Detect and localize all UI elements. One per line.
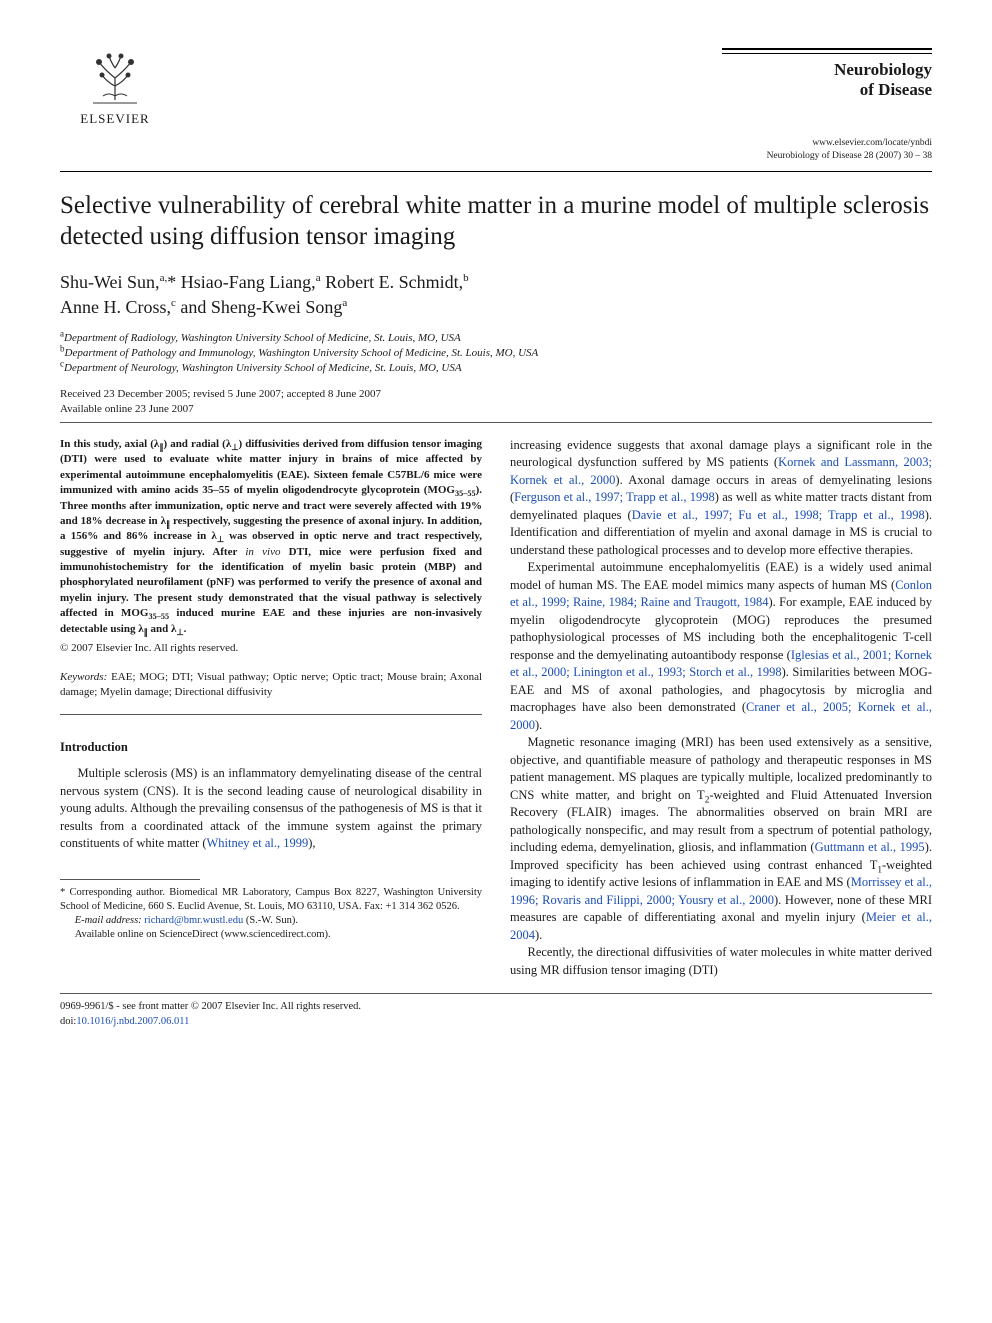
left-column: In this study, axial (λ∥) and radial (λ⊥…: [60, 437, 482, 980]
intro-p4: Recently, the directional diffusivities …: [510, 944, 932, 979]
intro-p1-left: Multiple sclerosis (MS) is an inflammato…: [60, 765, 482, 853]
history-dates: Received 23 December 2005; revised 5 Jun…: [60, 387, 932, 416]
journal-name-l1: Neurobiology: [834, 60, 932, 79]
introduction-heading: Introduction: [60, 739, 482, 756]
journal-block: Neurobiology of Disease www.elsevier.com…: [722, 48, 932, 163]
footer: 0969-9961/$ - see front matter © 2007 El…: [60, 1000, 932, 1028]
footnote-email-tail: (S.-W. Sun).: [246, 915, 298, 926]
footer-rule: [60, 993, 932, 994]
paper-page: ELSEVIER Neurobiology of Disease www.els…: [0, 0, 992, 1069]
footnote-email: E-mail address: richard@bmr.wustl.edu (S…: [60, 914, 482, 928]
keywords: Keywords: EAE; MOG; DTI; Visual pathway;…: [60, 670, 482, 700]
paper-title: Selective vulnerability of cerebral whit…: [60, 190, 932, 253]
publisher-logo-block: ELSEVIER: [60, 48, 170, 128]
footnote-email-label: E-mail address:: [75, 915, 142, 926]
publisher-name: ELSEVIER: [80, 110, 149, 128]
journal-rule: [722, 48, 932, 54]
affil-a: aDepartment of Radiology, Washington Uni…: [60, 331, 932, 346]
abstract: In this study, axial (λ∥) and radial (λ⊥…: [60, 437, 482, 637]
right-column: increasing evidence suggests that axonal…: [510, 437, 932, 980]
intro-p2: Experimental autoimmune encephalomyeliti…: [510, 559, 932, 734]
keywords-rule: [60, 714, 482, 715]
top-rule: [60, 171, 932, 172]
keywords-text: EAE; MOG; DTI; Visual pathway; Optic ner…: [60, 671, 482, 698]
abstract-copyright: © 2007 Elsevier Inc. All rights reserved…: [60, 641, 482, 656]
doi-label: doi:: [60, 1016, 76, 1027]
affil-c: cDepartment of Neurology, Washington Uni…: [60, 361, 932, 376]
mid-rule: [60, 422, 932, 423]
footnote-corr: * Corresponding author. Biomedical MR La…: [60, 886, 482, 914]
footer-doi: doi:10.1016/j.nbd.2007.06.011: [60, 1015, 932, 1029]
two-column-body: In this study, axial (λ∥) and radial (λ⊥…: [60, 437, 932, 980]
date-received: Received 23 December 2005; revised 5 Jun…: [60, 387, 932, 401]
affiliations: aDepartment of Radiology, Washington Uni…: [60, 331, 932, 376]
journal-name-l2: of Disease: [860, 80, 932, 99]
header-row: ELSEVIER Neurobiology of Disease www.els…: [60, 48, 932, 163]
authors: Shu-Wei Sun,a,* Hsiao-Fang Liang,a Rober…: [60, 270, 932, 319]
intro-p1-right: increasing evidence suggests that axonal…: [510, 437, 932, 560]
footer-line1: 0969-9961/$ - see front matter © 2007 El…: [60, 1000, 932, 1014]
footnote-corr-text: * Corresponding author. Biomedical MR La…: [60, 887, 482, 912]
intro-p3: Magnetic resonance imaging (MRI) has bee…: [510, 734, 932, 944]
date-online: Available online 23 June 2007: [60, 402, 932, 416]
elsevier-tree-icon: [85, 48, 145, 108]
journal-citation: Neurobiology of Disease 28 (2007) 30 – 3…: [722, 150, 932, 163]
affil-b: bDepartment of Pathology and Immunology,…: [60, 346, 932, 361]
footnote-avail: Available online on ScienceDirect (www.s…: [60, 928, 482, 942]
journal-url: www.elsevier.com/locate/ynbdi: [722, 137, 932, 150]
footnote-rule: [60, 879, 200, 880]
keywords-label: Keywords:: [60, 671, 107, 683]
journal-name: Neurobiology of Disease: [722, 60, 932, 99]
doi-link[interactable]: 10.1016/j.nbd.2007.06.011: [76, 1016, 189, 1027]
footnote-email-link[interactable]: richard@bmr.wustl.edu: [144, 915, 243, 926]
